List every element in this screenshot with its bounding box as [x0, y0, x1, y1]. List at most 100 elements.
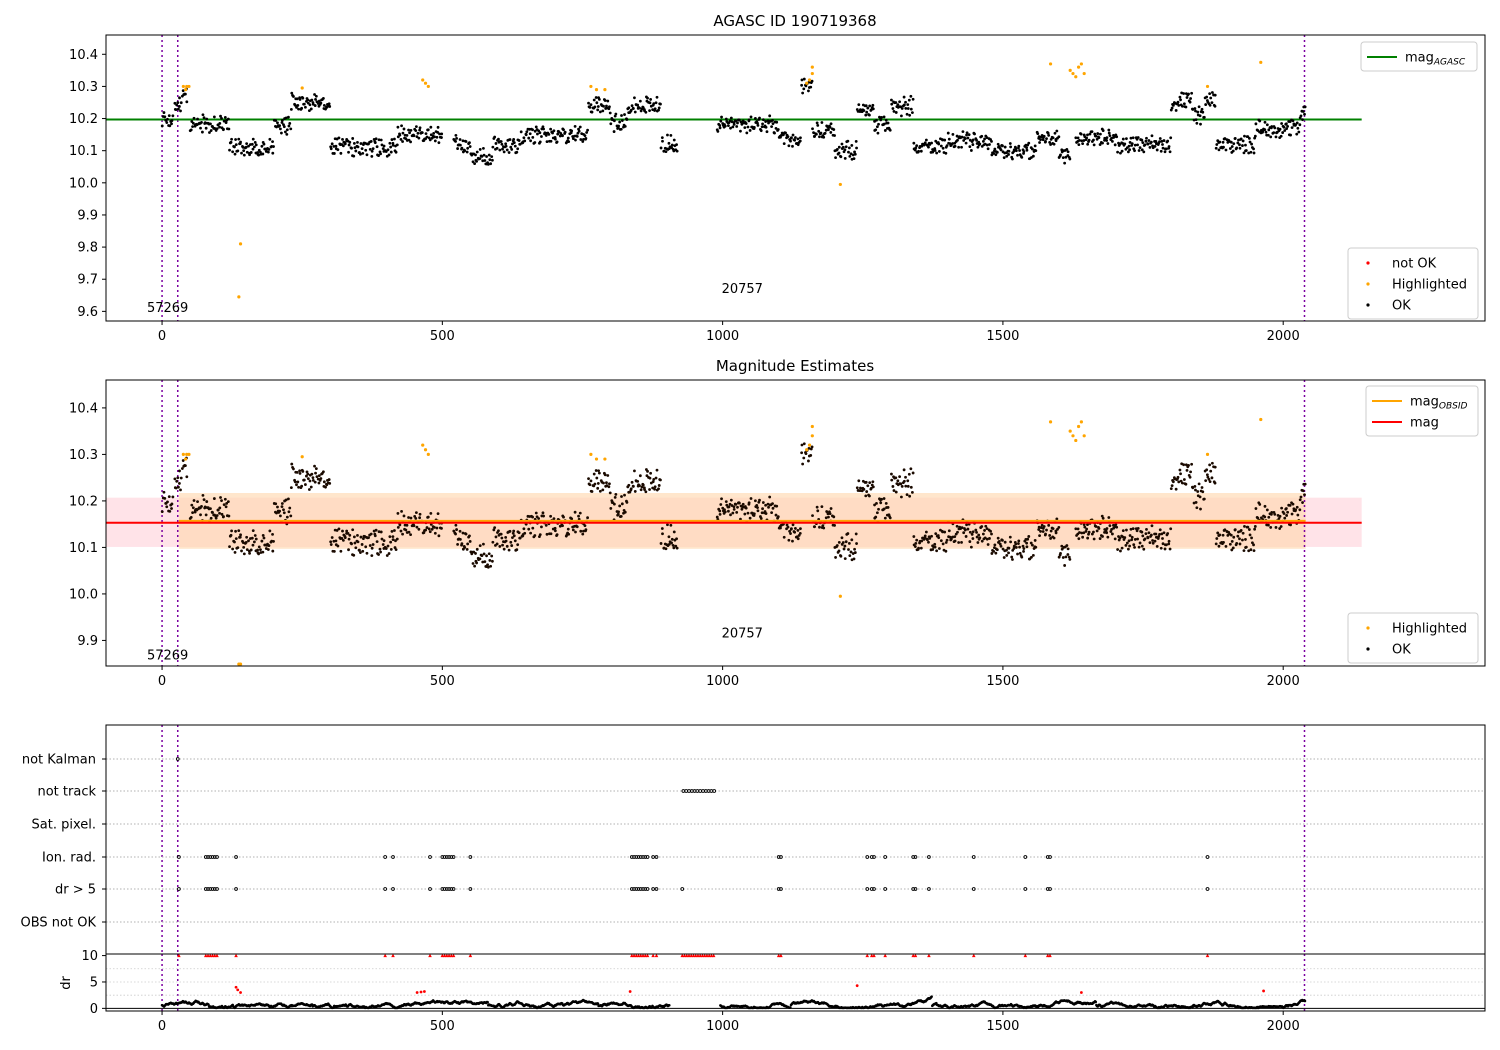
ok-point — [1130, 142, 1134, 146]
ok-point — [990, 552, 994, 555]
ok-point — [833, 524, 836, 527]
ok-point — [485, 155, 488, 158]
ok-point — [1119, 549, 1122, 553]
ok-point — [317, 481, 321, 485]
ok-point — [1086, 523, 1089, 527]
ok-point — [352, 535, 356, 539]
ok-point — [178, 96, 181, 100]
flag-point — [449, 855, 454, 859]
ok-point — [786, 525, 790, 529]
ok-point — [1247, 549, 1251, 553]
ok-point — [813, 525, 816, 529]
ok-point — [493, 526, 497, 530]
ok-point — [832, 128, 836, 131]
ok-point — [1022, 550, 1025, 553]
dr-red-point — [1079, 991, 1083, 994]
ok-point — [758, 498, 761, 502]
ok-point — [617, 124, 620, 128]
ok-point — [377, 530, 381, 534]
ok-point — [638, 106, 641, 110]
ok-point — [437, 141, 441, 145]
ok-point — [1076, 136, 1080, 140]
ok-point — [594, 469, 598, 472]
ok-point — [1078, 139, 1081, 142]
ok-point — [415, 525, 419, 529]
ok-point — [306, 477, 310, 481]
ok-point — [1296, 126, 1300, 130]
flag-point — [1045, 855, 1050, 859]
ok-point — [375, 145, 379, 149]
flag-point — [651, 855, 655, 859]
ok-point — [408, 131, 411, 135]
ok-point — [400, 124, 403, 128]
ok-point — [1016, 552, 1019, 556]
ok-point — [755, 504, 759, 507]
ok-point — [395, 143, 399, 147]
ok-point — [907, 472, 911, 476]
ok-point — [402, 127, 406, 131]
ok-point — [583, 524, 587, 528]
ok-point — [829, 122, 833, 126]
ok-point — [1131, 527, 1135, 531]
ok-point — [328, 482, 332, 485]
ok-point — [396, 525, 400, 529]
ok-point — [1167, 145, 1171, 148]
ok-point — [1143, 537, 1147, 541]
ok-point — [433, 531, 437, 535]
ok-point — [504, 144, 508, 148]
ok-point — [582, 529, 585, 533]
highlighted-point — [603, 457, 607, 461]
highlighted-point — [421, 443, 425, 447]
ok-point — [1115, 135, 1119, 139]
ok-point — [752, 512, 756, 516]
ok-point — [764, 120, 768, 123]
ok-point — [1251, 541, 1254, 545]
ok-point — [1263, 504, 1267, 508]
dr-red-point — [234, 985, 238, 989]
ok-point — [463, 546, 467, 549]
ok-point — [491, 145, 495, 149]
ok-point — [825, 510, 829, 513]
ok-point — [438, 132, 441, 136]
ok-point — [1047, 134, 1051, 137]
highlighted-point — [421, 78, 425, 82]
ok-point — [289, 486, 293, 490]
ok-point — [1247, 136, 1251, 140]
ok-point — [598, 110, 602, 114]
ok-point — [401, 140, 404, 143]
flag-point — [779, 887, 783, 891]
ok-point — [888, 516, 892, 520]
ok-point — [854, 139, 858, 143]
highlighted-point — [237, 662, 241, 666]
dr-large-marker — [865, 953, 870, 958]
ok-point — [1148, 541, 1152, 545]
ok-point — [511, 536, 514, 540]
ok-point — [723, 510, 727, 514]
ok-point — [1228, 542, 1232, 546]
ok-point — [1235, 146, 1239, 150]
ok-point — [252, 145, 256, 149]
ok-point — [586, 516, 589, 520]
ok-point — [245, 548, 249, 552]
ok-point — [1252, 147, 1255, 151]
ok-point — [1222, 540, 1225, 544]
ok-point — [855, 486, 859, 490]
ok-point — [1038, 534, 1041, 537]
ok-point — [1232, 535, 1236, 539]
ok-point — [774, 126, 778, 130]
ok-point — [1105, 527, 1109, 530]
ok-point — [389, 548, 393, 551]
ok-point — [481, 560, 485, 564]
ok-point — [947, 529, 951, 533]
ok-point — [1210, 461, 1214, 465]
ok-point — [882, 497, 886, 500]
ok-point — [980, 525, 984, 528]
ok-point — [802, 456, 806, 460]
ok-point — [178, 105, 181, 108]
ok-point — [587, 101, 590, 105]
ok-point — [489, 162, 493, 166]
ok-point — [1244, 538, 1247, 541]
ok-point — [910, 111, 914, 115]
ok-point — [1095, 529, 1099, 533]
ok-point — [248, 551, 251, 555]
